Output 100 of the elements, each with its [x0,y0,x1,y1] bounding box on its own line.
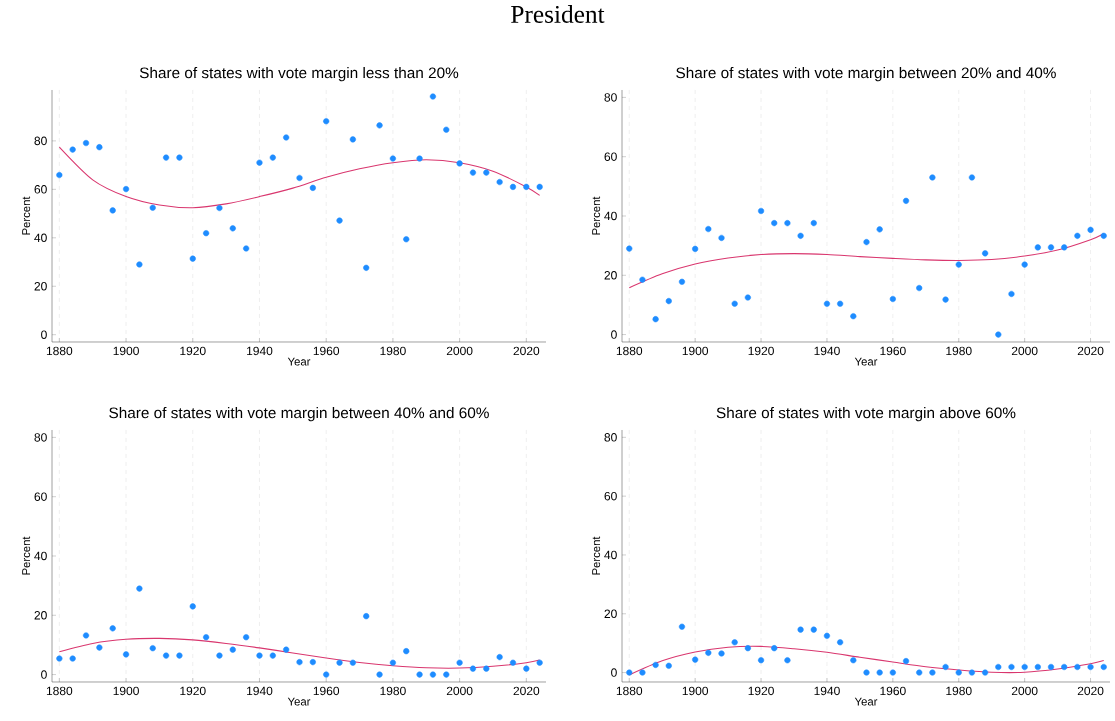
point [968,174,975,181]
point [443,126,450,133]
point [229,646,236,653]
point [731,300,738,307]
point [784,657,791,664]
point [731,639,738,646]
y-tick-label: 40 [34,551,47,561]
point [771,220,778,227]
point [243,634,250,641]
point [176,652,183,659]
point [203,634,210,641]
point [982,669,989,676]
x-tick-label: 1920 [748,686,774,696]
point [902,197,910,204]
point [626,245,633,252]
y-tick-label: 80 [34,136,47,146]
x-axis-title: Year [854,697,878,706]
y-tick-label: 0 [41,670,47,679]
x-tick-label: 2020 [513,346,540,356]
point [523,665,530,672]
point [1074,663,1081,671]
x-tick-label: 1880 [46,686,73,696]
point [323,671,330,678]
point [296,659,303,666]
point [1008,663,1015,671]
y-tick-label: 60 [34,492,47,501]
point [443,671,450,678]
point [336,217,343,224]
point [349,659,356,666]
point [469,665,477,672]
point [942,296,949,303]
point [1087,663,1094,671]
y-tick-label: 20 [604,609,617,619]
point [916,284,923,292]
point [968,669,975,676]
y-tick-label: 40 [604,211,617,221]
point [797,232,804,239]
point [1034,244,1041,251]
point [189,255,196,262]
point [1047,663,1055,671]
point [823,300,831,307]
x-tick-label: 1880 [46,346,73,356]
x-tick-label: 1920 [180,346,206,356]
x-tick-label: 1880 [616,686,643,696]
point [403,236,410,243]
y-tick-label: 60 [604,491,617,501]
point [929,669,936,676]
point [269,154,276,161]
y-tick-label: 20 [604,271,617,280]
point [678,278,686,285]
x-axis-title: Year [287,357,311,366]
x-tick-label: 1980 [946,346,972,356]
point [136,261,143,268]
point [889,295,896,303]
x-tick-label: 1960 [880,346,906,356]
chart-title: Share of states with vote margin less than 20% [139,67,459,82]
point [797,626,804,633]
point [256,159,263,166]
x-tick-label: 1960 [313,686,340,696]
point [810,220,817,227]
y-tick-label: 80 [604,93,617,102]
point [705,225,712,233]
y-tick-label: 60 [604,152,617,161]
point [363,264,370,271]
text: President [511,5,605,23]
point [995,663,1002,671]
point [652,316,659,323]
x-tick-label: 1920 [180,686,206,696]
point [163,154,170,161]
point [536,659,543,666]
x-tick-label: 1980 [380,686,406,696]
point [1021,261,1028,268]
point [757,207,765,215]
point [429,671,436,678]
point [69,146,76,153]
point [1061,244,1068,251]
point [69,655,76,662]
point [876,669,883,676]
point [523,183,530,190]
point [1100,232,1107,239]
point [149,204,156,211]
x-tick-label: 2000 [1011,686,1038,696]
x-tick-label: 2020 [1077,346,1104,356]
point [1008,290,1015,298]
point [496,178,503,186]
x-tick-label: 1900 [113,686,139,696]
point [256,652,263,659]
point [665,298,672,305]
point [283,646,290,653]
point [863,239,870,246]
y-tick-label: 60 [34,185,47,194]
point [296,174,303,182]
point [269,652,276,659]
y-tick-label: 40 [604,550,617,560]
point [323,118,330,125]
point [889,669,896,676]
point [536,183,543,190]
point [929,174,936,181]
point [122,186,130,193]
point [376,671,383,678]
